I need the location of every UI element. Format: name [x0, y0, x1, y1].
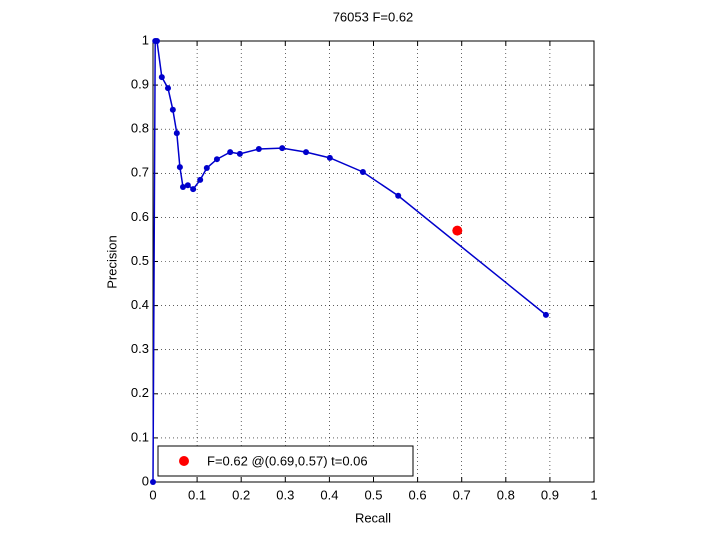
- x-tick-label: 0.5: [364, 487, 382, 502]
- y-tick-label: 0.5: [131, 253, 149, 268]
- x-tick-label: 0.7: [453, 487, 471, 502]
- data-point: [179, 183, 186, 190]
- x-tick-label: 0.3: [276, 487, 294, 502]
- data-point: [197, 176, 204, 183]
- data-point: [153, 38, 160, 44]
- x-tick-label: 0.4: [320, 487, 338, 502]
- y-tick-label: 0.8: [131, 121, 149, 136]
- data-point: [203, 165, 210, 172]
- data-point: [279, 145, 286, 152]
- x-tick-label: 0: [149, 487, 156, 502]
- data-point: [158, 74, 165, 81]
- plot-frame: [152, 40, 595, 483]
- data-point: [176, 164, 183, 171]
- data-point: [150, 479, 156, 485]
- data-point: [184, 182, 191, 189]
- data-point: [164, 85, 171, 92]
- y-tick-label: 0.6: [131, 209, 149, 224]
- y-tick-label: 0.9: [131, 77, 149, 92]
- data-point: [173, 130, 180, 137]
- y-tick-label: 1: [142, 32, 149, 47]
- x-tick-label: 0.8: [497, 487, 515, 502]
- y-tick-label: 0.7: [131, 165, 149, 180]
- y-tick-label: 0: [142, 473, 149, 488]
- data-point: [395, 192, 402, 199]
- x-tick-label: 1: [590, 487, 597, 502]
- y-tick-label: 0.3: [131, 341, 149, 356]
- data-point: [169, 106, 176, 113]
- data-point: [359, 168, 366, 175]
- legend-marker: [179, 456, 189, 466]
- x-tick-label: 0.2: [232, 487, 250, 502]
- x-axis-label: Recall: [355, 510, 391, 525]
- y-tick-label: 0.2: [131, 385, 149, 400]
- chart-title: 76053 F=0.62: [333, 9, 414, 24]
- data-point: [227, 149, 234, 156]
- y-tick-label: 0.4: [131, 297, 149, 312]
- best-point: [452, 225, 463, 236]
- x-tick-label: 0.1: [188, 487, 206, 502]
- x-tick-label: 0.6: [409, 487, 427, 502]
- legend-box: [157, 445, 414, 477]
- data-point: [190, 186, 197, 193]
- y-tick-label: 0.1: [131, 429, 149, 444]
- data-point: [542, 311, 549, 318]
- data-point: [303, 149, 310, 156]
- y-axis-label: Precision: [104, 235, 119, 288]
- legend-label: F=0.62 @(0.69,0.57) t=0.06: [207, 453, 368, 468]
- x-tick-label: 0.9: [541, 487, 559, 502]
- data-point: [255, 146, 262, 153]
- data-point: [213, 156, 220, 163]
- data-point: [326, 154, 333, 161]
- data-point: [236, 150, 243, 157]
